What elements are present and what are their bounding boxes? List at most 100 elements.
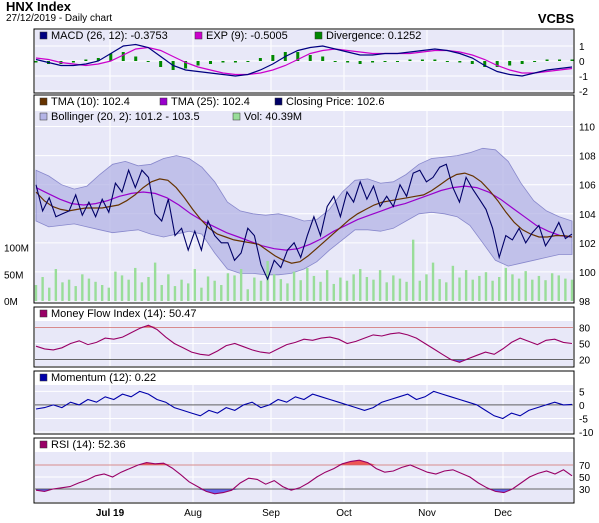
price-legend-text: Closing Price: 102.6 <box>286 96 384 108</box>
price-legend-swatch <box>274 97 283 106</box>
volume-bar <box>266 261 269 301</box>
macd-divergence-bar <box>495 61 499 67</box>
volume-tick-label: 50M <box>4 270 23 281</box>
macd-divergence-bar <box>134 56 138 61</box>
macd-divergence-bar <box>71 61 75 63</box>
volume-bar <box>127 279 130 301</box>
momentum-y-tick-label: -10 <box>579 428 594 439</box>
macd-divergence-bar <box>371 61 375 63</box>
bollinger-band <box>35 147 573 276</box>
volume-bar <box>398 278 402 301</box>
price-legend-text: TMA (25): 102.4 <box>171 96 250 108</box>
volume-bar <box>458 277 461 301</box>
exp-line <box>35 46 573 76</box>
macd-legend-swatch <box>314 31 323 40</box>
volume-bar <box>193 269 197 301</box>
volume-bar <box>233 275 236 301</box>
macd-legend-text: MACD (26, 12): -0.3753 <box>51 30 168 42</box>
volume-bar <box>511 274 514 301</box>
volume-bar <box>306 267 309 301</box>
volume-bar <box>352 274 355 301</box>
price-legend-text: Vol: 40.39M <box>244 111 302 123</box>
volume-bar <box>167 274 170 301</box>
macd-legend-swatch <box>39 31 48 40</box>
brand-label: VCBS <box>537 11 574 26</box>
volume-bar <box>292 271 296 301</box>
macd-divergence-bar <box>308 55 312 61</box>
volume-bar <box>173 286 177 301</box>
volume-bar <box>213 280 216 301</box>
volume-bar <box>67 279 71 301</box>
volume-bar <box>286 283 289 301</box>
volume-bar <box>451 265 455 301</box>
rsi-y-tick-label: 70 <box>579 461 591 472</box>
macd-divergence-bar <box>570 59 574 61</box>
macd-divergence-bar <box>358 61 362 64</box>
volume-bar <box>550 273 554 301</box>
volume-bar <box>279 279 283 301</box>
macd-y-tick-label: -1 <box>579 72 588 83</box>
closing-price-line <box>35 163 573 281</box>
x-tick-label: Aug <box>184 508 202 519</box>
volume-bar <box>392 275 395 301</box>
volume-bar <box>517 278 521 301</box>
volume-bar <box>345 280 349 301</box>
volume-bar <box>226 273 230 301</box>
macd-divergence-bar <box>520 61 524 64</box>
volume-bar <box>200 287 203 301</box>
price-y-tick-label: 98 <box>579 297 591 308</box>
x-tick-label: Sep <box>262 508 280 519</box>
rsi-y-tick-label: 30 <box>579 485 591 496</box>
volume-bar <box>61 282 64 301</box>
volume-bar <box>425 274 428 301</box>
volume-bar <box>564 278 567 301</box>
volume-bar <box>531 279 534 301</box>
volume-bar <box>405 281 408 301</box>
volume-bar <box>544 280 547 301</box>
macd-divergence-bar <box>433 59 437 61</box>
volume-bar <box>74 286 77 301</box>
volume-bar <box>471 279 474 301</box>
volume-bar <box>153 262 157 301</box>
momentum-line <box>35 390 573 420</box>
x-tick-label: Jul 19 <box>96 508 125 519</box>
volume-bar <box>134 267 137 301</box>
macd-y-tick-label: 0 <box>579 57 585 68</box>
volume-bar <box>186 283 190 301</box>
volume-bar <box>220 285 223 301</box>
price-legend-swatch <box>39 97 48 106</box>
macd-legend-text: EXP (9): -0.5005 <box>206 30 288 42</box>
macd-divergence-bar <box>445 61 449 62</box>
macd-divergence-bar <box>221 61 225 63</box>
mfi-legend-text: Money Flow Index (14): 50.47 <box>51 308 197 320</box>
macd-divergence-bar <box>383 61 387 62</box>
volume-bar <box>339 277 342 301</box>
price-y-tick-label: 100 <box>579 268 596 279</box>
x-tick-label: Oct <box>336 508 352 519</box>
macd-legend-swatch <box>194 31 203 40</box>
volume-bar <box>445 282 448 301</box>
mfi-y-tick-label: 50 <box>579 340 591 351</box>
macd-divergence-bar <box>159 61 163 67</box>
volume-bar <box>418 280 422 301</box>
price-y-tick-label: 106 <box>579 181 596 192</box>
price-legend-swatch <box>159 97 168 106</box>
volume-bar <box>557 275 560 301</box>
macd-divergence-bar <box>209 61 213 64</box>
volume-bar <box>332 283 335 301</box>
price-legend-swatch <box>232 112 241 121</box>
macd-divergence-bar <box>146 61 150 62</box>
volume-bar <box>299 280 302 301</box>
volume-bar <box>491 280 494 301</box>
macd-divergence-bar <box>121 52 125 61</box>
macd-divergence-bar <box>84 59 88 61</box>
macd-divergence-bar <box>545 59 549 61</box>
macd-divergence-bar <box>508 61 512 66</box>
volume-bar <box>41 277 44 301</box>
volume-bar <box>259 280 263 301</box>
macd-divergence-bar <box>346 61 350 63</box>
volume-bar <box>206 276 210 301</box>
volume-bar <box>378 270 382 301</box>
volume-bar <box>87 278 91 301</box>
